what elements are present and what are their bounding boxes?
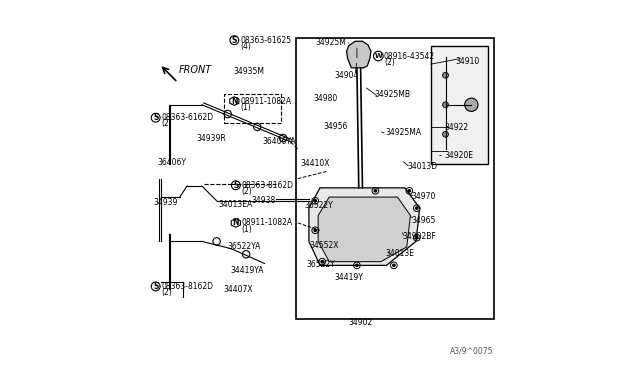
- Polygon shape: [318, 197, 410, 262]
- Text: -: -: [438, 151, 441, 160]
- Text: (2): (2): [161, 288, 172, 297]
- Circle shape: [314, 228, 317, 232]
- Text: 34013EA: 34013EA: [218, 200, 253, 209]
- Text: 36522Y: 36522Y: [305, 201, 333, 210]
- Text: 34013D: 34013D: [408, 162, 438, 171]
- Circle shape: [392, 263, 396, 267]
- Text: 34910: 34910: [456, 57, 480, 66]
- Text: 08911-1082A: 08911-1082A: [240, 97, 291, 106]
- Text: (4): (4): [240, 42, 251, 51]
- Circle shape: [314, 199, 317, 203]
- Text: 34407X: 34407X: [223, 285, 253, 294]
- Text: 34902BF: 34902BF: [403, 232, 436, 241]
- Text: 08363-8162D: 08363-8162D: [241, 181, 293, 190]
- Text: 34925MB: 34925MB: [374, 90, 411, 99]
- Text: 34013E: 34013E: [386, 249, 415, 258]
- Text: 34902: 34902: [349, 318, 373, 327]
- Bar: [296, 38, 493, 319]
- Text: 08363-8162D: 08363-8162D: [161, 282, 213, 291]
- Circle shape: [374, 189, 377, 193]
- Text: 34970: 34970: [412, 192, 436, 201]
- Text: 34410X: 34410X: [301, 158, 330, 168]
- Text: 34965: 34965: [412, 216, 436, 225]
- Text: 08916-43542: 08916-43542: [384, 52, 435, 61]
- Text: (2): (2): [241, 187, 252, 196]
- Circle shape: [355, 263, 359, 267]
- Text: 08363-6162D: 08363-6162D: [161, 113, 213, 122]
- Text: N: N: [232, 218, 239, 227]
- Text: A3/9^0075: A3/9^0075: [450, 347, 493, 356]
- Circle shape: [443, 131, 449, 137]
- Text: 34920E: 34920E: [444, 151, 474, 160]
- Text: FRONT: FRONT: [179, 65, 212, 75]
- Text: S: S: [233, 181, 239, 190]
- Text: 34939R: 34939R: [196, 134, 226, 142]
- Text: W: W: [374, 53, 382, 59]
- Text: N: N: [231, 97, 237, 106]
- Text: 34925MA: 34925MA: [386, 128, 422, 137]
- Text: 34938: 34938: [252, 196, 276, 205]
- Circle shape: [321, 260, 324, 263]
- Text: (1): (1): [241, 225, 252, 234]
- Text: 34922: 34922: [445, 123, 469, 132]
- Circle shape: [443, 102, 449, 108]
- Circle shape: [415, 236, 419, 240]
- Text: 08363-61625: 08363-61625: [240, 36, 291, 45]
- Bar: [431, 46, 488, 164]
- Text: 36522YA: 36522YA: [227, 242, 260, 251]
- Circle shape: [465, 98, 478, 112]
- Text: 36406Y: 36406Y: [157, 157, 186, 167]
- Text: 08911-1082A: 08911-1082A: [241, 218, 292, 227]
- Text: 34419YA: 34419YA: [230, 266, 264, 275]
- Text: (1): (1): [240, 103, 251, 112]
- Circle shape: [408, 189, 411, 193]
- Text: S: S: [232, 36, 237, 45]
- Text: 36522Y: 36522Y: [306, 260, 335, 269]
- Text: 34935M: 34935M: [233, 67, 264, 76]
- Text: (2): (2): [384, 58, 395, 67]
- Text: 34419Y: 34419Y: [334, 273, 363, 282]
- Text: S: S: [153, 282, 158, 291]
- Text: 34925M: 34925M: [316, 38, 346, 47]
- Text: 34552X: 34552X: [310, 241, 339, 250]
- Polygon shape: [347, 41, 371, 68]
- Text: 36406YA: 36406YA: [263, 137, 296, 146]
- Text: 34980: 34980: [314, 94, 338, 103]
- Polygon shape: [309, 188, 420, 265]
- Text: 34939: 34939: [153, 198, 177, 207]
- Text: S: S: [153, 113, 158, 122]
- Text: (2): (2): [161, 119, 172, 128]
- Text: 34904: 34904: [334, 71, 358, 80]
- Text: 34956: 34956: [324, 122, 348, 131]
- Circle shape: [443, 72, 449, 78]
- Circle shape: [415, 206, 419, 210]
